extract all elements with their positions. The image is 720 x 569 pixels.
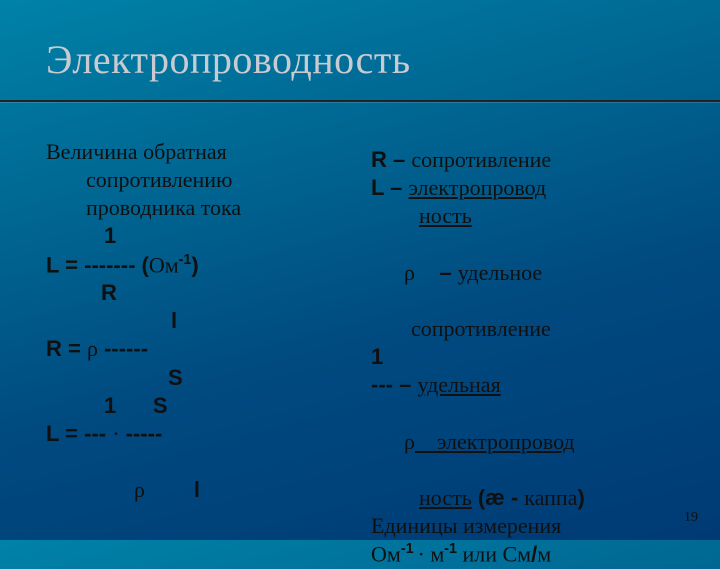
def-rho-sym: ρ xyxy=(404,260,415,285)
formula1-close: ) xyxy=(191,252,198,277)
def-r-sym: R – xyxy=(371,147,411,172)
formula2-numerator: l xyxy=(46,307,371,335)
formula2-r: R = xyxy=(46,336,87,361)
formula3-main: L = --- · ----- xyxy=(46,420,371,448)
def-kappa-3: ность (æ - каппа) xyxy=(371,484,671,512)
def-kappa-text2: электропровод xyxy=(415,429,575,454)
formula2-rho: ρ xyxy=(87,336,98,361)
formula1-numerator: 1 xyxy=(46,222,371,250)
def-kappa-dash: --- – xyxy=(371,372,417,397)
def-kappa-text1: удельная xyxy=(417,372,500,397)
def-l-1: L – электропровод xyxy=(371,174,671,202)
units-m1: м xyxy=(425,542,444,567)
def-l-text1: электропровод xyxy=(409,175,547,200)
def-kappa-paren1: (æ - xyxy=(472,485,525,510)
def-kappa-name: каппа xyxy=(524,485,577,510)
formula1-main: L = ------- (Ом-1) xyxy=(46,251,371,279)
def-r-text: сопротивление xyxy=(411,147,551,172)
formula1-denominator: R xyxy=(46,279,371,307)
formula3-dot: · xyxy=(112,421,119,446)
formula3-rho: ρ xyxy=(134,477,145,502)
units-ohm: Ом xyxy=(371,542,401,567)
title-underline xyxy=(0,100,720,102)
slide-title: Электропроводность xyxy=(46,36,411,83)
content-columns: Величина обратная сопротивлению проводни… xyxy=(46,138,680,520)
units-or: или См xyxy=(457,542,531,567)
def-r: R – сопротивление xyxy=(371,146,671,174)
def-l-2: ность xyxy=(371,202,671,230)
units-exp1: -1 xyxy=(401,541,418,557)
intro-line-3: проводника тока xyxy=(46,194,371,222)
formula1-ohm: Ом xyxy=(149,252,179,277)
formula2-denominator: S xyxy=(46,364,371,392)
units-value: Ом-1 · м-1 или См/м xyxy=(371,540,671,568)
formula3-left: L = --- xyxy=(46,421,112,446)
units-dot: · xyxy=(418,542,425,567)
formula1-exp: -1 xyxy=(179,252,192,268)
def-rho-2: сопротивление xyxy=(371,315,671,343)
units-label: Единицы измерения xyxy=(371,512,671,540)
formula3-top: 1 S xyxy=(46,392,371,420)
formula3-dash: ----- xyxy=(120,421,163,446)
def-l-text2: ность xyxy=(419,203,472,228)
def-rho-text1: удельное xyxy=(458,260,542,285)
formula2-dash: ------ xyxy=(98,336,148,361)
formula3-bottom: ρ l xyxy=(46,448,371,532)
formula2-main: R = ρ ------ xyxy=(46,335,371,363)
intro-line-2: сопротивлению xyxy=(46,166,371,194)
formula3-l: l xyxy=(145,477,200,502)
page-number: 19 xyxy=(684,510,698,526)
def-l-sym: L – xyxy=(371,175,409,200)
def-rho-1: ρ – удельное xyxy=(371,230,671,314)
units-exp2: -1 xyxy=(444,541,457,557)
def-rho-dash: – xyxy=(415,260,458,285)
def-kappa-text3: ность xyxy=(419,485,472,510)
formula1-left: L = ------- ( xyxy=(46,252,149,277)
def-kappa-paren2: ) xyxy=(577,485,584,510)
def-kappa-num: 1 xyxy=(371,343,671,371)
def-kappa-2: ρ электропровод xyxy=(371,399,671,483)
left-column: Величина обратная сопротивлению проводни… xyxy=(46,138,371,520)
intro-line-1: Величина обратная xyxy=(46,138,371,166)
def-kappa-rho: ρ xyxy=(404,429,415,454)
units-m2: м xyxy=(537,542,551,567)
right-column: R – сопротивление L – электропровод ност… xyxy=(371,138,671,520)
def-kappa-1: --- – удельная xyxy=(371,371,671,399)
